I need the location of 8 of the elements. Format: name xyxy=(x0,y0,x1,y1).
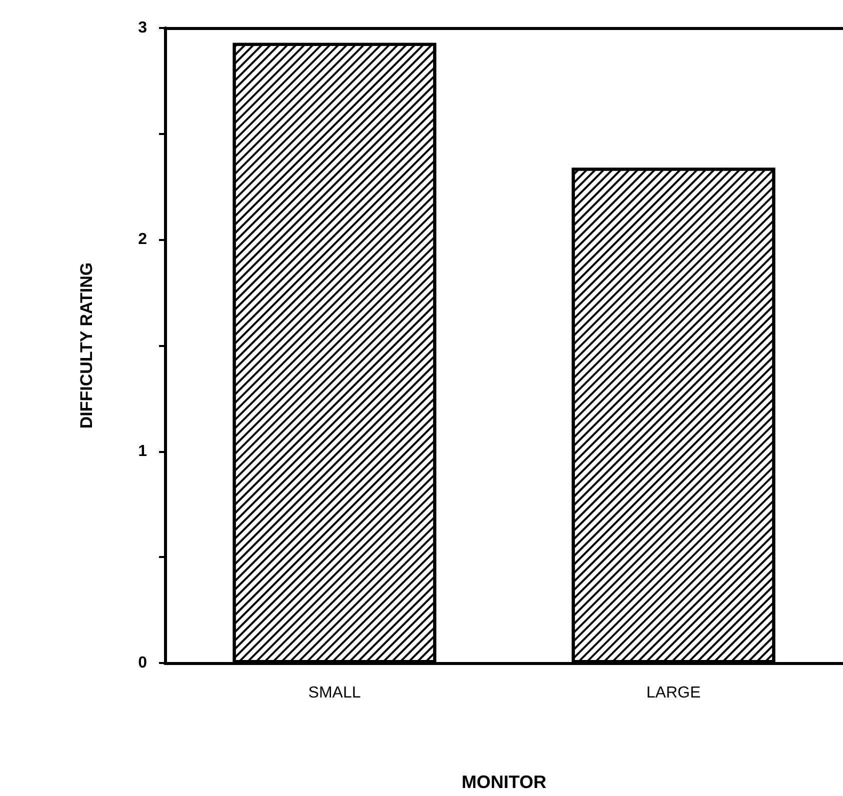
x-axis-title: MONITOR xyxy=(462,772,546,792)
y-tick-label: 2 xyxy=(138,231,148,248)
y-tick-label: 1 xyxy=(138,442,148,460)
x-tick-label: SMALL xyxy=(308,684,361,702)
y-tick-label: 0 xyxy=(138,654,148,672)
x-tick-label: LARGE xyxy=(646,684,701,702)
y-tick-label: 3 xyxy=(138,20,148,36)
y-axis-title: DIFFICULTY RATING xyxy=(77,262,96,429)
